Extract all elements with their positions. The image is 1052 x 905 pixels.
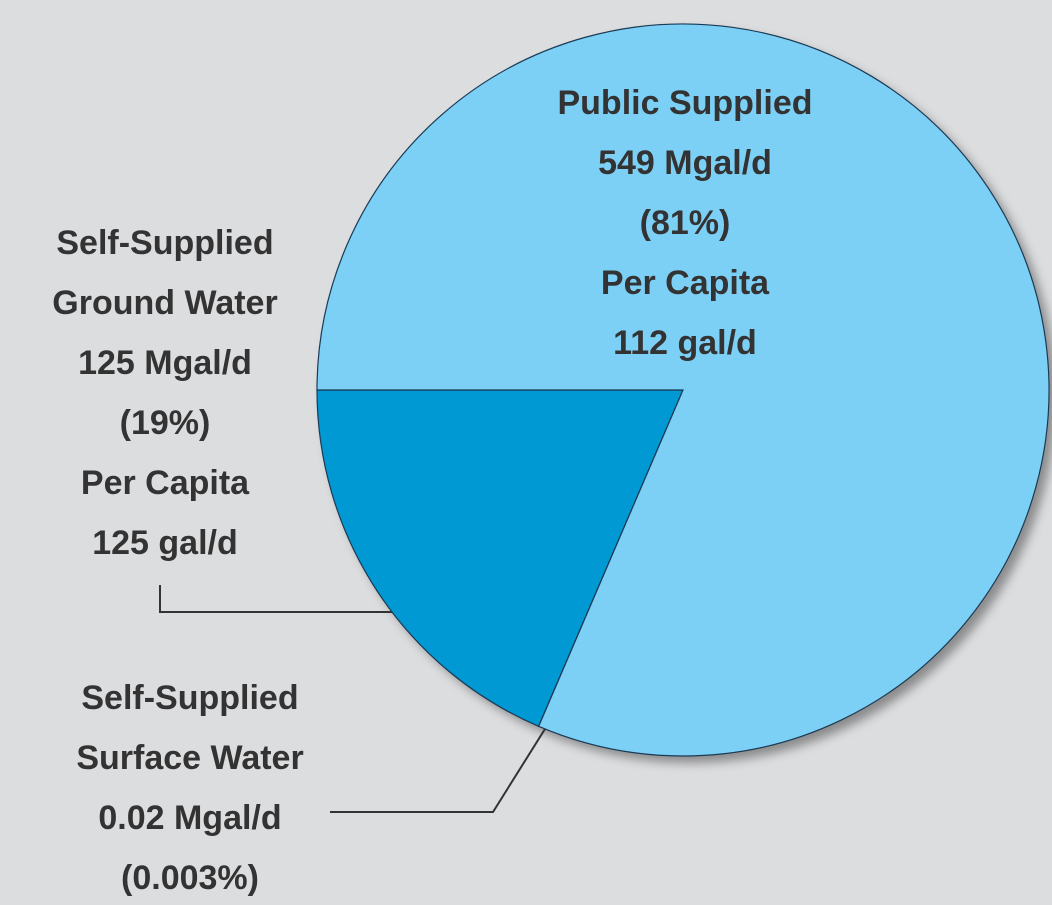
leader-line: [159, 585, 432, 613]
slice-label: 549 Mgal/d: [598, 144, 772, 182]
pie-slice: [316, 23, 1050, 757]
slice-label: Self-Supplied: [56, 224, 273, 262]
slice-label: Self-Supplied: [81, 679, 298, 717]
slice-label: 125 gal/d: [92, 524, 238, 562]
slice-label: Per Capita: [81, 464, 250, 502]
slice-label: (19%): [120, 404, 211, 442]
slice-label: Ground Water: [52, 284, 277, 322]
leader-line: [330, 704, 561, 813]
slice-label: Surface Water: [76, 739, 303, 777]
slice-label: Public Supplied: [557, 84, 812, 122]
slice-label: (0.003%): [121, 859, 259, 897]
slice-label: 0.02 Mgal/d: [98, 799, 281, 837]
slice-label: 112 gal/d: [613, 324, 757, 362]
slice-label: Per Capita: [601, 264, 770, 302]
pie-slice: [316, 389, 684, 728]
slice-label: 125 Mgal/d: [78, 344, 252, 382]
slice-label: (81%): [640, 204, 731, 242]
